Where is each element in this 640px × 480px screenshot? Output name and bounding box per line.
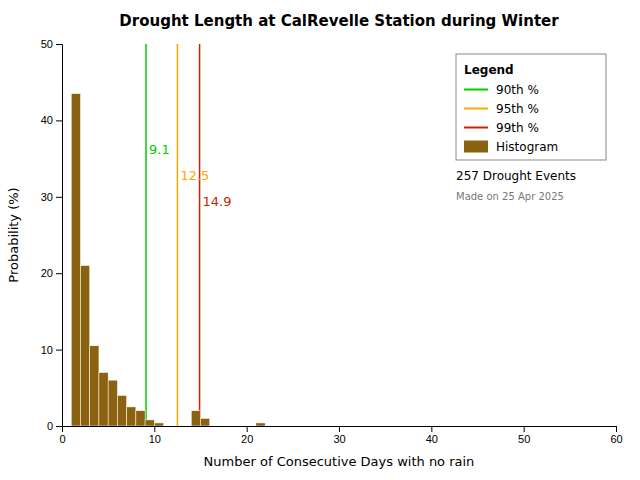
- x-tick-label: 40: [426, 433, 438, 445]
- legend-swatch: [464, 108, 488, 110]
- x-tick-mark: [524, 426, 525, 432]
- y-tick-label: 30: [41, 191, 53, 203]
- histogram-bar: [108, 380, 117, 426]
- y-tick: 10: [41, 344, 62, 356]
- y-tick-label: 40: [41, 114, 53, 126]
- y-tick-label: 10: [41, 344, 53, 356]
- x-tick-mark: [339, 426, 340, 432]
- x-tick: 30: [333, 426, 345, 445]
- histogram-bar: [191, 411, 200, 426]
- y-tick-mark: [56, 44, 62, 45]
- y-axis: 0 10 20 30 40 50: [41, 38, 63, 432]
- percentile-label: 14.9: [203, 194, 232, 209]
- annotation: Made on 25 Apr 2025: [456, 191, 564, 202]
- x-axis: 0 10 20 30 40 50 60: [59, 426, 622, 445]
- x-tick-mark: [616, 426, 617, 432]
- x-tick: 60: [610, 426, 622, 445]
- y-tick: 0: [47, 420, 62, 432]
- histogram-bar: [201, 418, 210, 426]
- x-axis-line: [63, 427, 617, 433]
- x-tick: 10: [149, 426, 161, 445]
- y-tick: 50: [41, 38, 62, 50]
- percentile-line: [145, 44, 147, 426]
- x-tick-label: 10: [149, 433, 161, 445]
- x-tick-label: 50: [518, 433, 530, 445]
- y-tick-label: 50: [41, 38, 53, 50]
- legend-swatch: [464, 141, 488, 153]
- histogram-bar: [136, 411, 145, 426]
- x-tick-label: 60: [610, 433, 622, 445]
- y-tick-label: 0: [47, 420, 53, 432]
- histogram-bar: [117, 395, 126, 426]
- histogram-bar: [80, 266, 89, 426]
- annotation: 257 Drought Events: [456, 169, 576, 183]
- y-tick-mark: [56, 273, 62, 274]
- histogram-bar: [256, 423, 265, 426]
- legend-item: 90th %: [464, 83, 539, 97]
- histogram-bar: [127, 407, 136, 426]
- data-labels: 9.1 12.5 14.9: [149, 142, 232, 209]
- y-tick-mark: [56, 426, 62, 427]
- legend-box: [456, 54, 606, 160]
- x-axis-title: Number of Consecutive Days with no rain: [204, 454, 475, 469]
- percentile-line: [177, 44, 179, 426]
- x-tick-mark: [247, 426, 248, 432]
- legend-swatch: [464, 89, 488, 91]
- histogram: [71, 94, 265, 426]
- histogram-bar: [71, 94, 80, 426]
- y-tick: 40: [41, 114, 62, 126]
- x-tick: 50: [518, 426, 530, 445]
- y-tick-label: 20: [41, 267, 53, 279]
- legend-label: 90th %: [496, 83, 539, 97]
- x-tick-label: 0: [59, 433, 65, 445]
- title: Drought Length at CalRevelle Station dur…: [119, 12, 559, 30]
- histogram-bar: [145, 420, 154, 426]
- legend-label: Histogram: [496, 140, 558, 154]
- x-tick-mark: [154, 426, 155, 432]
- x-tick: 0: [59, 426, 65, 445]
- legend-item: Histogram: [464, 140, 558, 154]
- legend-label: 99th %: [496, 121, 539, 135]
- x-tick-label: 20: [241, 433, 253, 445]
- legend-item: 99th %: [464, 121, 539, 135]
- y-tick-mark: [56, 350, 62, 351]
- chart: 0 10 20 30 40 50 60 0 10 20 30 40 50 9.1 12.5 14.9 Legen…: [0, 0, 640, 480]
- histogram-bar: [154, 423, 163, 426]
- y-tick: 20: [41, 267, 62, 279]
- legend-item: 95th %: [464, 102, 539, 116]
- legend-label: 95th %: [496, 102, 539, 116]
- y-tick-mark: [56, 120, 62, 121]
- x-tick: 20: [241, 426, 253, 445]
- x-tick: 40: [426, 426, 438, 445]
- y-tick-mark: [56, 197, 62, 198]
- x-tick-mark: [431, 426, 432, 432]
- percentile-line: [199, 44, 201, 426]
- legend: Legend 90th % 95th % 99th % Histogram: [456, 54, 606, 160]
- histogram-bar: [99, 373, 108, 426]
- y-axis-title: Probability (%): [6, 187, 21, 282]
- legend-swatch: [464, 127, 488, 129]
- marks: [71, 44, 265, 426]
- percentile-label: 9.1: [149, 142, 170, 157]
- x-tick-label: 30: [333, 433, 345, 445]
- legend-title: Legend: [464, 63, 514, 77]
- histogram-bar: [90, 346, 99, 426]
- plot-area: 0 10 20 30 40 50 60 0 10 20 30 40 50 9.1 12.5 14.9 Legen…: [41, 38, 623, 445]
- percentile-label: 12.5: [180, 168, 209, 183]
- y-axis-line: [56, 45, 63, 427]
- y-tick: 30: [41, 191, 62, 203]
